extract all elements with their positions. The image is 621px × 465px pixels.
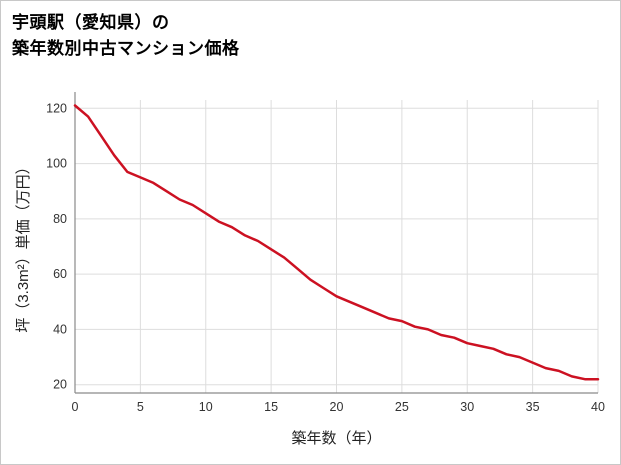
x-tick-label: 5 — [137, 400, 144, 414]
chart-title-line1: 宇頭駅（愛知県）の — [12, 13, 170, 32]
chart-title-line2: 築年数別中古マンション価格 — [12, 38, 240, 58]
chart-title: 宇頭駅（愛知県）の築年数別中古マンション価格 — [12, 10, 240, 61]
x-tick-label: 30 — [460, 400, 474, 414]
chart-svg: 20 40 60 80 100 120 0 5 10 15 20 25 30 35 40 — [46, 92, 605, 414]
x-tick-label: 20 — [330, 400, 344, 414]
y-tick-label: 80 — [53, 212, 67, 226]
x-tick-label: 10 — [199, 400, 213, 414]
x-tick-label: 0 — [72, 400, 79, 414]
y-tick-label: 120 — [46, 101, 67, 115]
y-axis-label: 坪（3.3m²）単価（万円） — [15, 159, 32, 333]
y-tick-label: 40 — [53, 322, 67, 336]
price-line-series — [73, 104, 600, 381]
y-tick-label: 100 — [46, 157, 67, 171]
x-tick-label: 40 — [591, 400, 605, 414]
x-axis-label: 築年数（年） — [291, 430, 382, 447]
y-tick-label: 20 — [53, 378, 67, 392]
y-tick-label: 60 — [53, 267, 67, 281]
x-tick-label: 15 — [264, 400, 278, 414]
chart-area: 20 40 60 80 100 120 0 5 10 15 20 25 30 35 40 — [0, 85, 621, 420]
x-tick-label: 25 — [395, 400, 409, 414]
x-tick-label: 35 — [526, 400, 540, 414]
